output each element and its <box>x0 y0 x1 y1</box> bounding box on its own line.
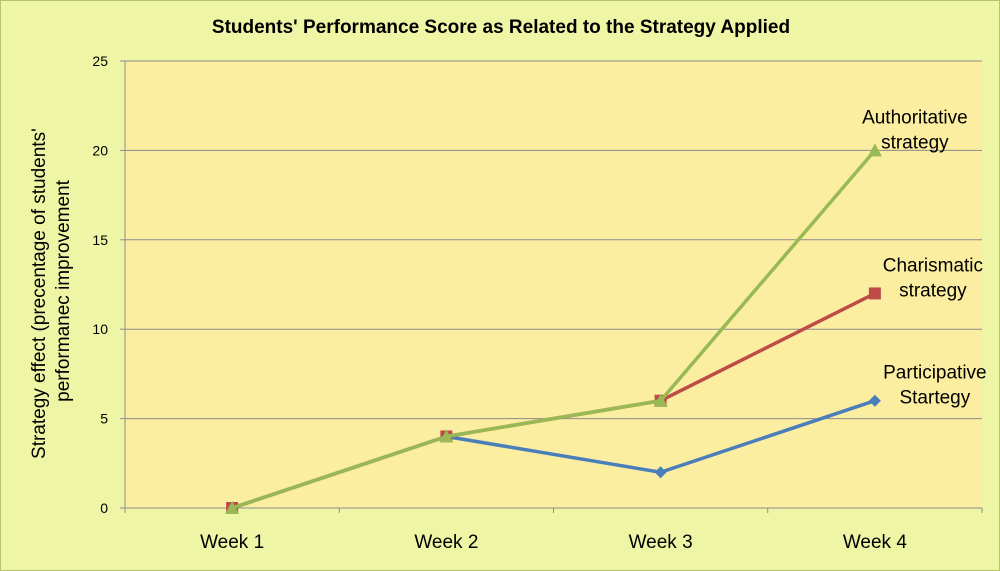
series-label-line: strategy <box>881 132 949 153</box>
plot-area <box>125 61 982 508</box>
series-label-line: Charismatic <box>883 255 983 276</box>
axes: 0 5 10 15 20 25 Week 1 Week 2 Week 3 Week 4 <box>92 53 983 553</box>
y-axis-label: Strategy effect (precentage of students'… <box>29 123 74 459</box>
y-tick-label: 0 <box>100 500 108 516</box>
data-point <box>867 143 882 157</box>
data-point <box>868 287 881 300</box>
series-group <box>225 143 882 514</box>
x-tick-label: Week 1 <box>200 532 264 553</box>
series-label: Charismatic strategy <box>883 255 983 301</box>
gridlines <box>125 60 982 420</box>
data-point <box>868 394 881 407</box>
y-axis-label-line-2: performanec improvement <box>53 179 74 401</box>
x-tick-label: Week 4 <box>843 532 908 553</box>
series-3 <box>225 143 882 514</box>
y-tick-label: 20 <box>92 142 108 158</box>
x-tick-label: Week 3 <box>629 532 693 553</box>
y-tick-label: 15 <box>92 232 108 248</box>
y-tick-label: 10 <box>92 321 108 337</box>
data-point <box>654 466 667 479</box>
x-tick-label: Week 2 <box>414 532 478 553</box>
series-label-line: Participative <box>883 363 987 384</box>
series-labels: Participative Startegy Charismatic strategy… <box>862 107 987 408</box>
data-point <box>439 429 454 443</box>
series-label: Authoritative strategy <box>862 107 968 153</box>
y-tick-label: 5 <box>100 411 108 427</box>
series-label-line: strategy <box>899 280 967 301</box>
chart-title: Students' Performance Score as Related t… <box>212 17 790 38</box>
series-line <box>231 149 877 510</box>
series-label: Participative Startegy <box>883 363 987 409</box>
series-label-line: Authoritative <box>862 107 968 128</box>
y-tick-label: 25 <box>92 53 108 69</box>
series-label-line: Startegy <box>899 388 970 409</box>
data-point <box>653 393 668 407</box>
y-axis-label-line-1: Strategy effect (precentage of students' <box>29 128 50 459</box>
data-point <box>225 501 240 514</box>
